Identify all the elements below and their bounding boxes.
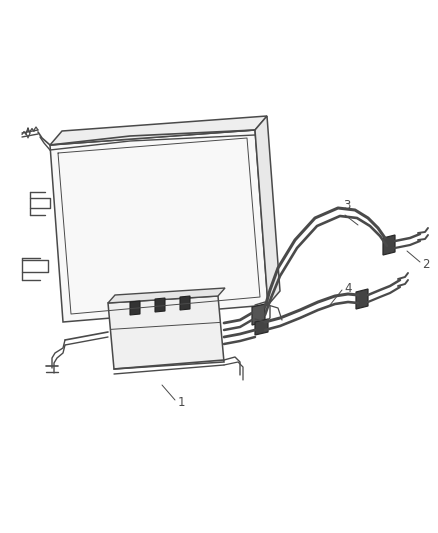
Polygon shape [255,116,280,305]
Polygon shape [180,296,190,310]
Polygon shape [255,319,268,335]
Polygon shape [130,301,140,315]
Polygon shape [50,130,268,322]
Polygon shape [155,298,165,312]
Text: 3: 3 [343,199,351,212]
Polygon shape [383,235,395,255]
Text: 2: 2 [422,257,430,271]
Polygon shape [108,296,224,369]
Text: 1: 1 [178,397,186,409]
Polygon shape [356,289,368,309]
Text: 4: 4 [344,281,352,295]
Polygon shape [50,116,267,145]
Polygon shape [252,304,265,325]
Polygon shape [108,288,225,303]
